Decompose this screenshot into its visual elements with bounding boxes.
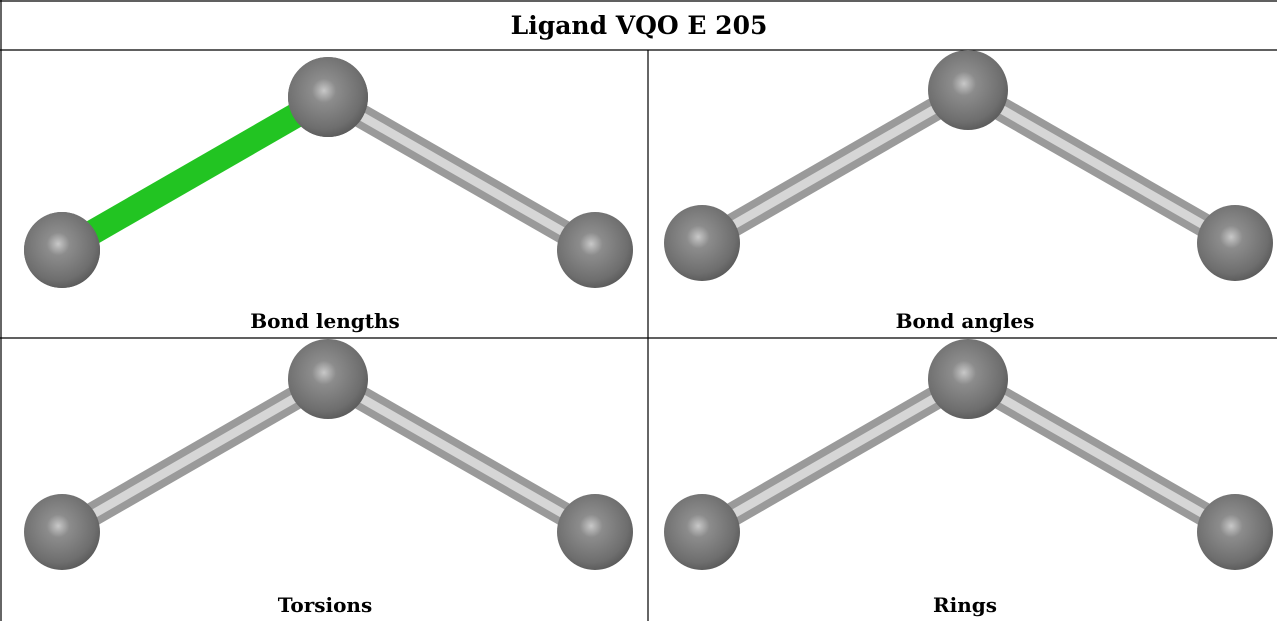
molecule-image [664,339,1273,570]
figure: Ligand VQO E 205 Bond lengths Bond angle… [0,0,1277,621]
molecule-image [24,57,633,288]
panel-label: Torsions [278,593,372,617]
title: Ligand VQO E 205 [511,11,768,40]
molecule-image [664,50,1273,281]
panel-label: Rings [933,593,997,617]
panel-label: Bond angles [896,309,1035,333]
panel-label: Bond lengths [250,309,400,333]
molecule-image [24,339,633,570]
